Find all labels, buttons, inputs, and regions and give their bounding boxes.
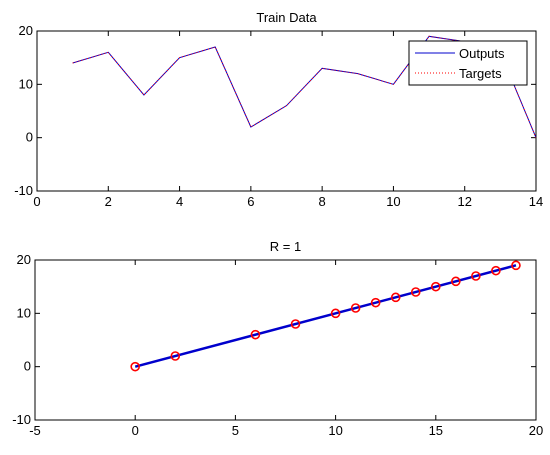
legend: Outputs Targets (408, 40, 528, 86)
regression-x-tick-label: -5 (29, 423, 41, 438)
data-point (130, 361, 140, 372)
regression-y-tick-label: 0 (24, 359, 31, 374)
train-x-tick-label: 12 (457, 194, 471, 209)
data-point (430, 281, 441, 292)
regression-x-tick-label: 5 (232, 423, 239, 438)
data-point (170, 351, 181, 361)
legend-label-outputs: Outputs (459, 46, 505, 61)
regression-chart: R = 1 -5 0 5 10 15 20 -10 0 10 20 (12, 239, 543, 438)
legend-box (408, 40, 528, 86)
train-x-tick-label: 14 (529, 194, 543, 209)
data-point (410, 287, 421, 297)
regression-x-tick-label: 10 (328, 423, 342, 438)
data-point (290, 319, 301, 329)
train-x-tick-label: 0 (33, 194, 40, 209)
train-x-tick-label: 10 (386, 194, 400, 209)
data-point (250, 329, 261, 340)
train-y-tick-label: 10 (19, 76, 33, 91)
data-point (491, 265, 501, 276)
data-point (370, 297, 381, 308)
train-y-tick-label: 20 (19, 23, 33, 38)
train-x-tick-label: 2 (105, 194, 112, 209)
regression-y-tick-label: 10 (17, 305, 31, 320)
data-point (471, 271, 481, 281)
regression-x-tick-label: 15 (429, 423, 443, 438)
train-x-tick-label: 8 (319, 194, 326, 209)
train-x-tick-label: 6 (247, 194, 254, 209)
train-y-tick-label: -10 (14, 183, 33, 198)
train-x-tick-label: 4 (176, 194, 183, 209)
regression-x-tick-label: 20 (529, 423, 543, 438)
data-point (350, 303, 361, 313)
legend-label-targets: Targets (459, 66, 502, 81)
data-point (451, 276, 461, 287)
data-point (511, 260, 521, 271)
data-point (390, 292, 401, 303)
regression-x-tick-label: 0 (132, 423, 139, 438)
regression-y-tick-label: -10 (12, 412, 31, 427)
train-title: Train Data (256, 10, 317, 25)
train-y-tick-label: 0 (26, 130, 33, 145)
data-point (330, 308, 341, 319)
regression-axes-box (34, 259, 537, 421)
regression-y-tick-label: 20 (17, 252, 31, 267)
regression-title: R = 1 (270, 239, 301, 254)
